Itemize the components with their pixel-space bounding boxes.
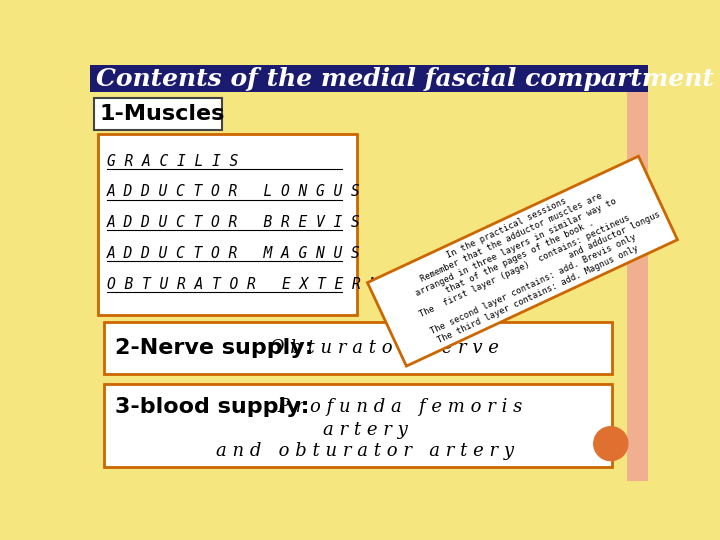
Text: P r o f u n d a   f e m o r i s: P r o f u n d a f e m o r i s — [272, 397, 523, 416]
FancyBboxPatch shape — [627, 65, 648, 481]
Text: a n d   o b t u r a t o r   a r t e r y: a n d o b t u r a t o r a r t e r y — [216, 442, 514, 460]
Text: A D D U C T O R   L O N G U S: A D D U C T O R L O N G U S — [107, 184, 361, 199]
Text: 3-blood supply:: 3-blood supply: — [114, 397, 310, 417]
FancyBboxPatch shape — [94, 98, 222, 130]
Text: 2-Nerve supply:: 2-Nerve supply: — [114, 338, 313, 358]
Text: Contents of the medial fascial compartment: Contents of the medial fascial compartme… — [96, 66, 714, 91]
Text: A D D U C T O R   B R E V I S: A D D U C T O R B R E V I S — [107, 215, 361, 230]
Text: G R A C I L I S: G R A C I L I S — [107, 153, 238, 168]
Text: O B T U R A T O R   E X T E R N U S: O B T U R A T O R E X T E R N U S — [107, 276, 413, 292]
Text: 1-Muscles: 1-Muscles — [99, 104, 225, 124]
FancyBboxPatch shape — [104, 383, 611, 467]
Text: In the practical sessions
Remember that the adductor muscles are
arranged in thr: In the practical sessions Remember that … — [374, 163, 670, 359]
Text: A D D U C T O R   M A G N U S: A D D U C T O R M A G N U S — [107, 246, 361, 261]
FancyBboxPatch shape — [104, 322, 611, 374]
Circle shape — [594, 427, 628, 461]
Text: a r t e r y: a r t e r y — [323, 421, 408, 439]
Text: O b t u r a t o r   n e r v e: O b t u r a t o r n e r v e — [264, 339, 499, 357]
FancyBboxPatch shape — [98, 134, 357, 315]
FancyBboxPatch shape — [90, 65, 648, 92]
